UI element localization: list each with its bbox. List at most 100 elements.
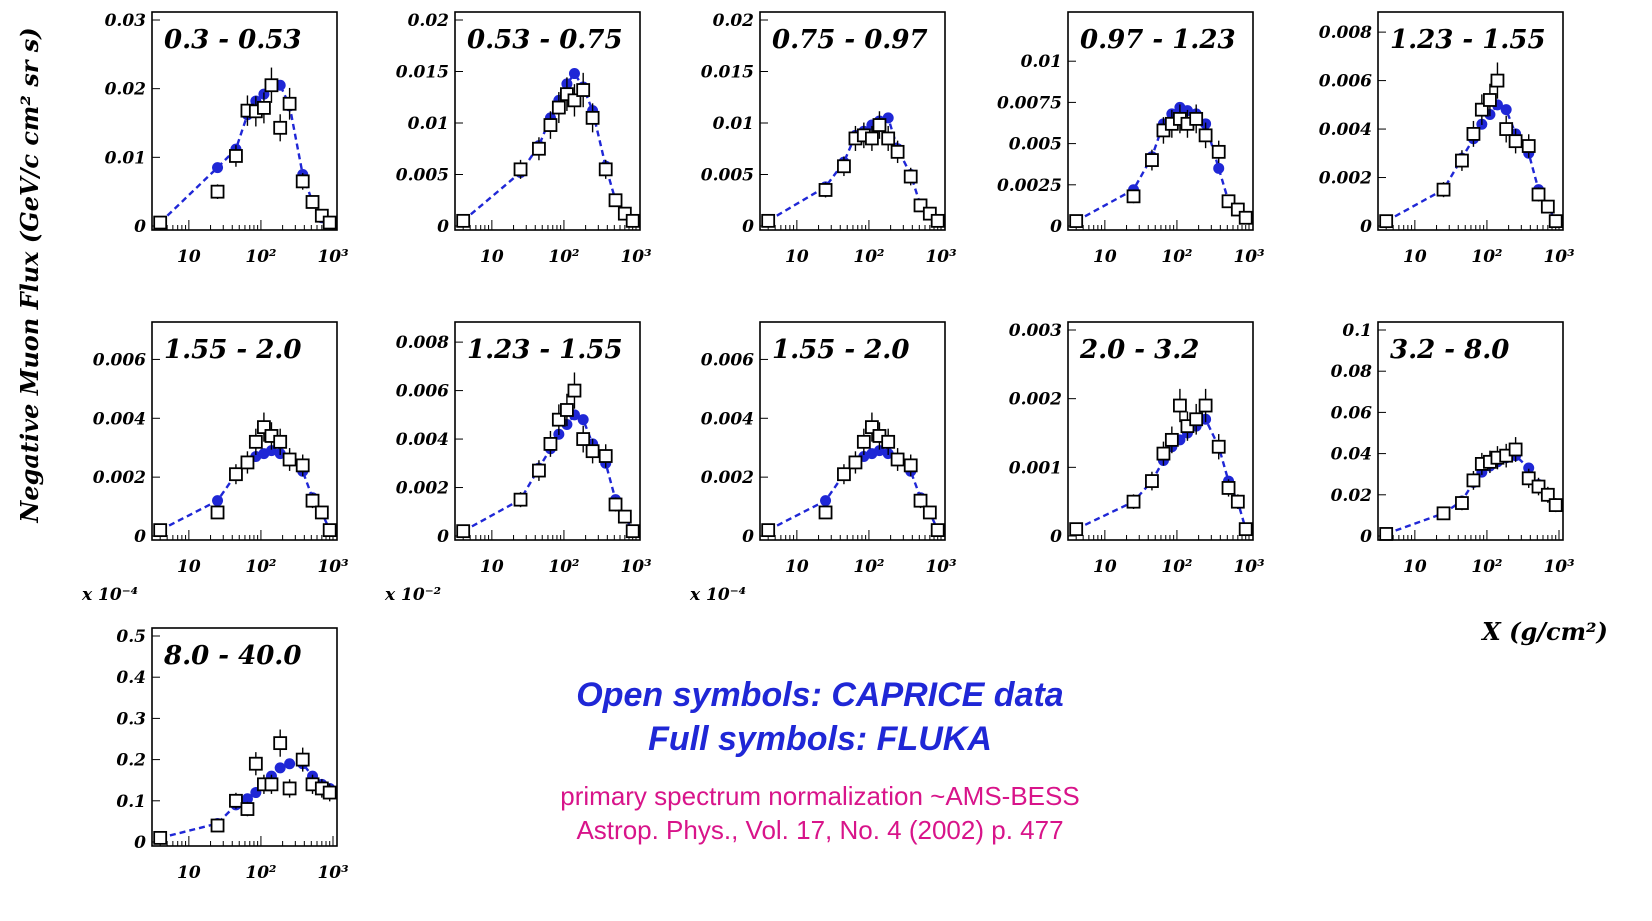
caprice-point [818, 505, 833, 520]
fluka-line [1075, 417, 1247, 531]
panel-5: 0 0.002 0.004 0.006 0.008 10 10² 10³ 1.23 - 1.55 [1319, 11, 1575, 267]
y-tick-label: 0.03 [105, 11, 147, 31]
fluka-point [284, 758, 296, 770]
y-tick-label: 0.004 [1319, 120, 1372, 140]
panel-title: 0.3 - 0.53 [164, 25, 301, 55]
multiplier-label: x 10⁻⁴ [81, 585, 138, 605]
x-tick-label: 10 [1403, 557, 1427, 577]
y-tick-label: 0 [1050, 217, 1062, 237]
y-tick-label: 0.1 [116, 792, 146, 812]
caprice-point [890, 452, 905, 467]
y-tick-label: 0.04 [1331, 445, 1372, 465]
y-tick-label: 0.005 [396, 166, 449, 186]
caprice-point [282, 96, 297, 111]
panel-8: 0 0.002 0.004 0.006 10 10² 10³ 1.55 - 2.0 x 10⁻⁴ [689, 321, 957, 605]
caprice-point [1548, 214, 1563, 229]
x-tick-label: 10³ [1233, 557, 1264, 577]
y-tick-label: 0 [437, 527, 449, 547]
caprice-point [567, 383, 582, 398]
y-tick-label: 0.001 [1009, 458, 1062, 478]
panel-title: 1.23 - 1.55 [467, 335, 623, 365]
panel-title: 0.75 - 0.97 [772, 25, 928, 55]
y-tick-label: 0.006 [1319, 72, 1372, 92]
caprice-point [513, 492, 528, 507]
panel-title: 1.55 - 2.0 [772, 335, 909, 365]
fluka-line [1385, 103, 1557, 223]
x-tick-label: 10 [480, 557, 504, 577]
caprice-point [585, 110, 600, 125]
caprice-point [837, 467, 851, 482]
panel-10: 0 0.02 0.04 0.06 0.08 0.1 10 10² 10³ 3.2 - 8.0 [1331, 321, 1575, 577]
caprice-point [1198, 128, 1213, 143]
x-tick-label: 10 [177, 557, 201, 577]
caprice-point [295, 752, 310, 767]
caprice-point [1548, 498, 1563, 513]
y-tick-label: 0 [1050, 527, 1062, 547]
caprice-point [913, 493, 928, 508]
y-tick-label: 0.008 [396, 333, 449, 353]
x-tick-label: 10 [785, 557, 809, 577]
caprice-point [598, 162, 613, 177]
fluka-line [462, 71, 634, 222]
caprice-point [903, 458, 918, 473]
caprice-point [1198, 398, 1213, 413]
y-tick-label: 0 [437, 217, 449, 237]
x-tick-label: 10 [480, 247, 504, 267]
caprice-point [543, 118, 558, 132]
caprice-point [282, 781, 297, 796]
caprice-point [872, 118, 887, 132]
y-tick-label: 0.3 [116, 709, 146, 729]
y-tick-label: 0.002 [701, 468, 754, 488]
y-tick-label: 0.1 [1342, 321, 1372, 341]
panel-6: 0 0.002 0.004 0.006 10 10² 10³ 1.55 - 2.0 x 10⁻⁴ [81, 321, 349, 605]
x-tick-label: 10³ [620, 557, 651, 577]
caprice-point [617, 509, 632, 524]
x-tick-label: 10³ [925, 557, 956, 577]
caprice-point [761, 213, 776, 228]
x-tick-label: 10² [1161, 247, 1192, 267]
multiplier-label: x 10⁻² [384, 585, 441, 605]
x-tick-label: 10² [853, 557, 884, 577]
fluka-point [212, 162, 224, 174]
caprice-point [273, 434, 288, 449]
caprice-point [567, 93, 582, 108]
caprice-point [1508, 442, 1523, 457]
y-tick-label: 0.2 [116, 751, 146, 771]
y-tick-label: 0.0025 [997, 176, 1062, 196]
fluka-line [462, 413, 634, 533]
y-tick-label: 0.02 [105, 80, 147, 100]
caprice-point [608, 497, 623, 512]
panel-title: 3.2 - 8.0 [1390, 335, 1509, 365]
panel-4: 0 0.0025 0.005 0.0075 0.01 10 10² 10³ 0.97 - 1.2… [997, 11, 1265, 267]
caprice-point [818, 183, 833, 197]
caprice-point [210, 184, 225, 199]
legend-full-symbols: Full symbols: FLUKA [648, 720, 992, 758]
caprice-point [305, 195, 320, 209]
caprice-point [322, 215, 337, 230]
caprice-point [598, 449, 613, 463]
x-tick-label: 10² [548, 247, 579, 267]
y-tick-label: 0.004 [701, 409, 754, 429]
y-tick-label: 0.0075 [997, 93, 1062, 113]
caprice-point [585, 444, 600, 459]
x-tick-label: 10³ [620, 247, 651, 267]
y-tick-label: 0 [742, 217, 754, 237]
caprice-point [1436, 506, 1451, 521]
fluka-point [577, 414, 589, 426]
caprice-point [210, 818, 225, 833]
y-tick-label: 0.06 [1331, 403, 1373, 423]
panel-title: 2.0 - 3.2 [1079, 335, 1199, 365]
caprice-point [532, 463, 546, 478]
fluka-point [241, 793, 253, 805]
fluka-point [1213, 162, 1225, 174]
caprice-point [608, 193, 623, 208]
caprice-point [456, 524, 471, 539]
x-tick-label: 10³ [317, 557, 348, 577]
caprice-point [761, 523, 776, 538]
y-tick-label: 0 [134, 527, 146, 547]
panel-title: 1.55 - 2.0 [164, 335, 301, 365]
y-tick-label: 0.02 [713, 11, 755, 31]
caprice-point [1173, 398, 1187, 413]
caprice-point [1069, 522, 1084, 537]
